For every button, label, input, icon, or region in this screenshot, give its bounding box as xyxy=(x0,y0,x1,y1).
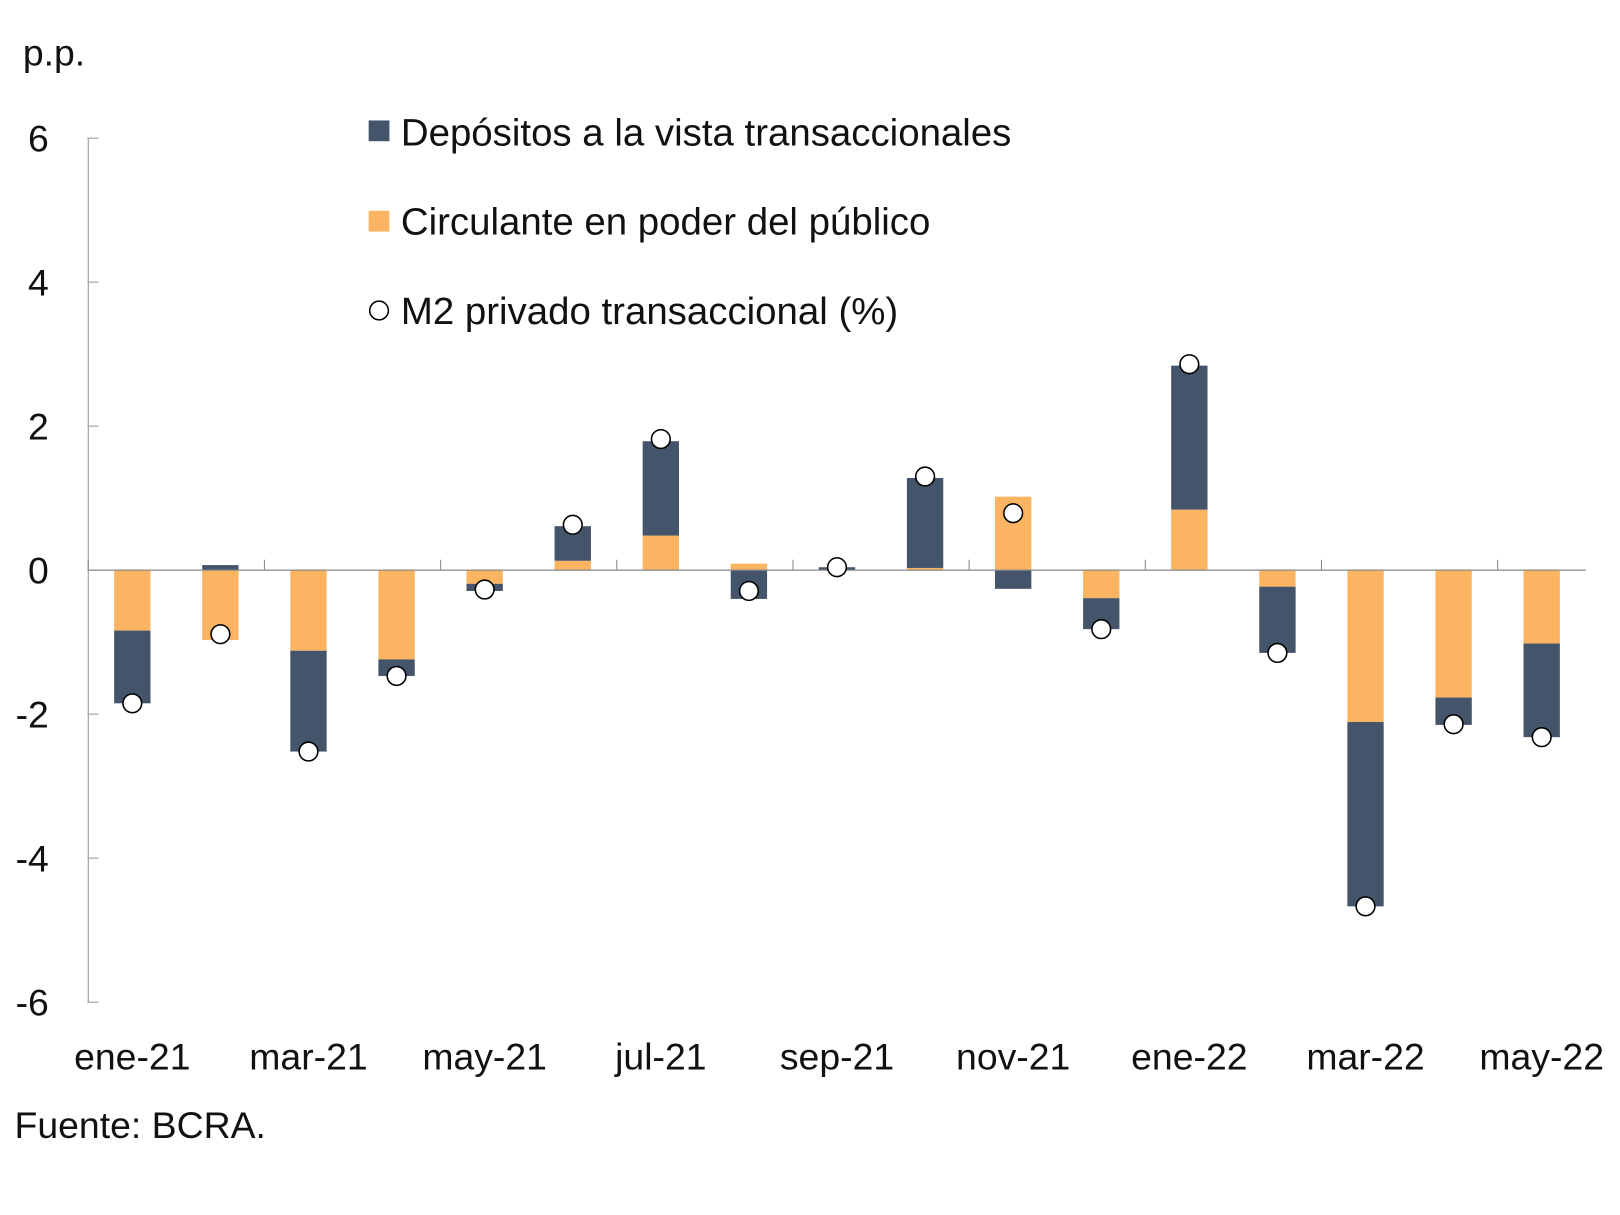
bar-depositos xyxy=(1523,643,1560,738)
bar-depositos xyxy=(202,565,239,571)
x-tick-label: ene-21 xyxy=(74,1036,190,1078)
bar-circulante xyxy=(642,535,680,571)
marker-m2 xyxy=(386,665,407,687)
bar-depositos xyxy=(642,441,680,536)
bar-circulante xyxy=(1083,570,1120,599)
bar-circulante xyxy=(730,563,768,571)
marker-m2 xyxy=(1179,354,1200,375)
y-tick-label: -6 xyxy=(16,982,49,1024)
y-axis-label: p.p. xyxy=(23,31,85,73)
bar-circulante xyxy=(906,567,944,571)
y-tick-label: -2 xyxy=(16,694,49,736)
marker-m2 xyxy=(738,580,760,602)
marker-m2 xyxy=(1443,714,1464,735)
marker-m2 xyxy=(122,693,143,714)
x-tick-label: sep-21 xyxy=(780,1036,894,1078)
legend-label-depositos: Depósitos a la vista transaccionales xyxy=(401,111,1012,154)
x-axis: ene-21 mar-21 may-21 jul-21 sep-21 nov-21 ene-… xyxy=(74,1036,1604,1078)
marker-m2 xyxy=(210,624,231,645)
source-note: Fuente: BCRA. xyxy=(15,1104,266,1146)
marker-m2 xyxy=(1531,727,1552,748)
legend-swatch-circulante xyxy=(368,210,390,232)
y-tick-label: 6 xyxy=(28,118,49,160)
marker-m2 xyxy=(1355,896,1376,917)
bar-depositos xyxy=(906,477,944,568)
x-tick-label: ene-22 xyxy=(1131,1036,1247,1078)
legend-label-m2: M2 privado transaccional (%) xyxy=(401,290,898,333)
bars xyxy=(114,365,1560,907)
legend: Depósitos a la vista transaccionales Cir… xyxy=(368,111,1012,333)
bar-depositos xyxy=(1171,365,1208,510)
bar-circulante xyxy=(466,570,503,584)
y-tick-label: 0 xyxy=(28,550,49,592)
marker-m2 xyxy=(298,741,319,762)
marker-m2 xyxy=(474,579,495,600)
bar-depositos xyxy=(1347,722,1384,907)
marker-m2 xyxy=(1267,642,1288,664)
bar-circulante xyxy=(1347,570,1384,723)
bar-circulante xyxy=(290,570,327,651)
bar-circulante xyxy=(1259,570,1296,587)
markers xyxy=(122,354,1552,917)
legend-marker-m2 xyxy=(368,300,390,321)
bar-circulante xyxy=(378,570,415,660)
bar-circulante xyxy=(1523,570,1560,644)
bar-circulante xyxy=(554,560,591,571)
y-tick-label: -4 xyxy=(16,838,49,880)
bar-circulante xyxy=(114,570,151,631)
marker-m2 xyxy=(1091,619,1112,640)
x-tick-label: mar-22 xyxy=(1306,1036,1424,1078)
marker-m2 xyxy=(826,557,848,578)
marker-m2 xyxy=(1003,503,1024,524)
marker-m2 xyxy=(914,466,936,487)
x-tick-label: nov-21 xyxy=(956,1036,1070,1078)
y-tick-label: 4 xyxy=(28,262,49,304)
x-tick-label: may-21 xyxy=(422,1036,547,1078)
bar-depositos xyxy=(114,630,151,704)
bar-circulante xyxy=(1171,509,1208,571)
marker-m2 xyxy=(650,428,671,450)
bar-depositos xyxy=(290,650,327,752)
x-tick-label: jul-21 xyxy=(614,1036,706,1078)
bar-depositos xyxy=(994,570,1032,589)
x-tick-label: may-22 xyxy=(1479,1036,1604,1078)
y-tick-label: 2 xyxy=(28,406,49,448)
y-axis: 6 4 2 0 -2 -4 -6 xyxy=(16,118,99,1024)
legend-label-circulante: Circulante en poder del público xyxy=(401,201,931,244)
marker-m2 xyxy=(562,514,583,535)
x-tick-label: mar-21 xyxy=(249,1036,367,1078)
bar-circulante xyxy=(1435,570,1472,698)
legend-swatch-depositos xyxy=(368,120,390,142)
bar-depositos xyxy=(1259,586,1296,653)
